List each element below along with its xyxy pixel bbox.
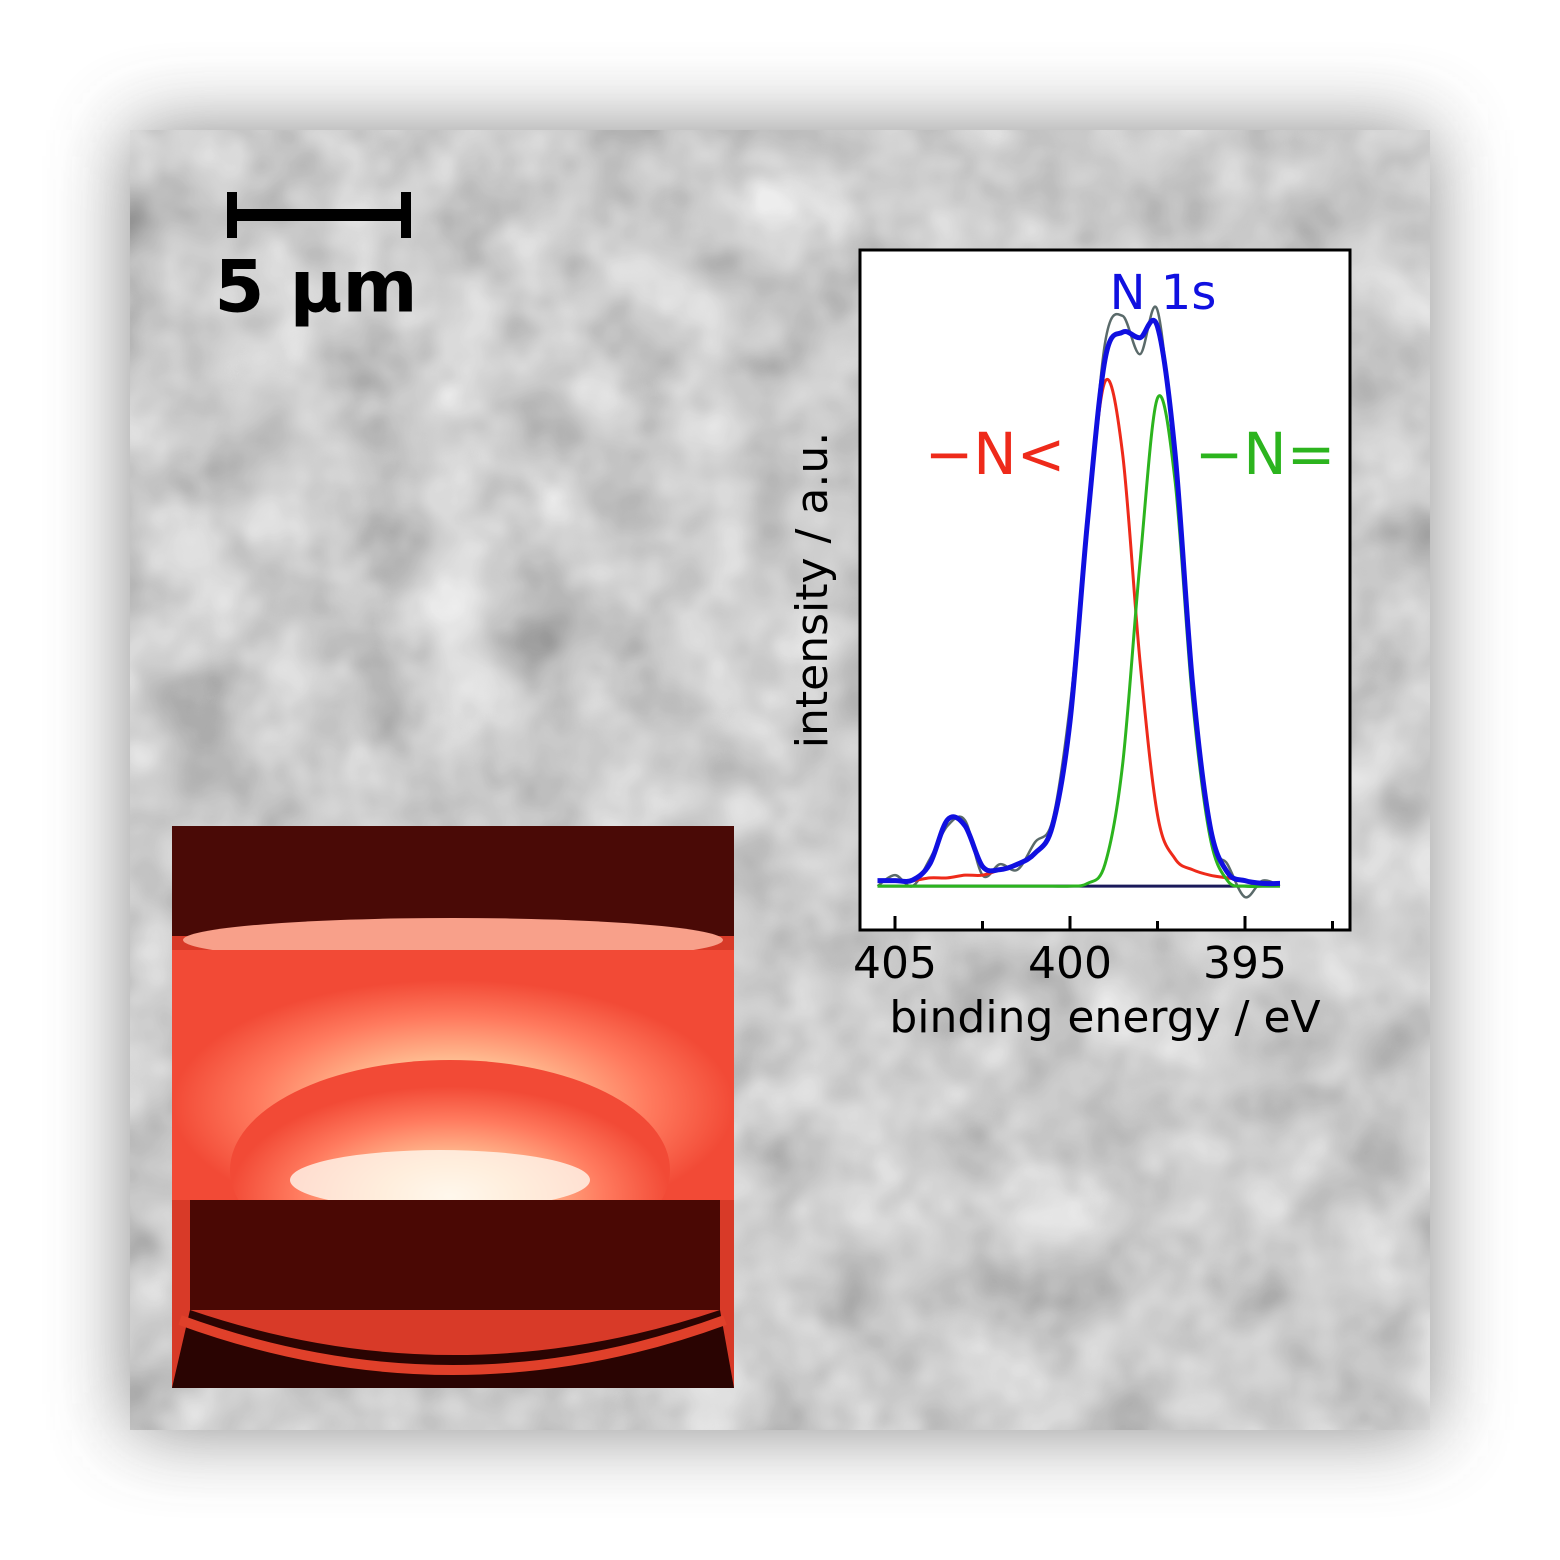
series-label: −N= xyxy=(1195,420,1336,488)
x-tick-label: 400 xyxy=(1028,938,1112,989)
scale-bar xyxy=(227,192,411,238)
chart-title: N 1s xyxy=(1110,265,1217,321)
series-label: −N< xyxy=(925,420,1066,488)
x-axis-label: binding energy / eV xyxy=(889,992,1320,1043)
scale-bar-label: 5 µm xyxy=(214,245,417,329)
series-line xyxy=(877,317,1281,887)
x-tick-label: 405 xyxy=(853,938,937,989)
photo xyxy=(172,826,734,1388)
x-tick-label: 395 xyxy=(1203,938,1287,989)
y-axis-label: intensity / a.u. xyxy=(787,432,838,748)
